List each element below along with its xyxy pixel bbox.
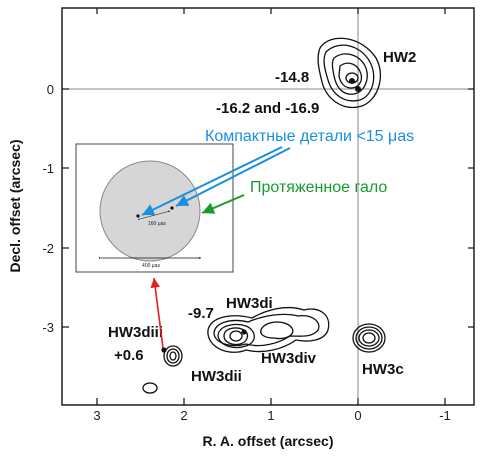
halo-arrow <box>201 194 245 214</box>
compact-arrow <box>141 146 283 216</box>
compact-spot <box>170 206 174 210</box>
hw2-compact-dot <box>349 78 355 84</box>
x-tick-label: -1 <box>439 408 451 423</box>
hw3d-contours <box>207 306 330 353</box>
velocity-label: -14.8 <box>275 69 309 86</box>
source-label-hw3c: HW3c <box>362 361 404 378</box>
x-ticks <box>96 8 446 405</box>
plot-frame <box>61 7 475 406</box>
velocity-label: +0.6 <box>114 347 144 364</box>
x-tick-label: 0 <box>354 408 361 423</box>
source-label-hw3diii: HW3diii <box>108 324 163 341</box>
velocity-label: -9.7 <box>188 305 214 322</box>
y-tick-label: -1 <box>42 161 54 176</box>
x-tick-label: 1 <box>267 408 274 423</box>
hw3di-compact-dot <box>241 329 247 335</box>
source-label-hw3dii: HW3dii <box>191 368 242 385</box>
compact-spot <box>136 214 140 218</box>
hw2-compact-dot <box>355 86 361 92</box>
x-axis-title: R. A. offset (arcsec) <box>203 433 334 449</box>
y-tick-label: -2 <box>42 241 54 256</box>
source-label-hw3div: HW3div <box>261 350 317 367</box>
y-tick-label: 0 <box>47 82 54 97</box>
y-tick-label: -3 <box>42 320 54 335</box>
x-tick-label: 2 <box>180 408 187 423</box>
hw3diii-compact-dot <box>161 347 167 353</box>
velocity-label: -16.2 and -16.9 <box>216 100 319 117</box>
small-contour <box>142 382 158 394</box>
inset-outer-scale: 400 μas <box>142 263 160 269</box>
hw2-contours <box>317 37 381 108</box>
y-ticks <box>62 88 474 328</box>
inset-pointer-arrow <box>150 277 164 349</box>
halo-label: Протяженное гало <box>250 179 387 196</box>
source-label-hw2: HW2 <box>383 49 416 66</box>
hw3c-contours <box>352 323 386 353</box>
x-tick-label: 3 <box>93 408 100 423</box>
y-axis-title: Decl. offset (arcsec) <box>7 139 23 272</box>
hw3diii-contours <box>163 345 183 367</box>
compact-features-label: Компактные детали <15 μas <box>205 128 414 145</box>
compact-arrow <box>175 147 291 207</box>
source-label-hw3di: HW3di <box>226 295 273 312</box>
inset-inner-scale: 160 μas <box>148 221 166 227</box>
